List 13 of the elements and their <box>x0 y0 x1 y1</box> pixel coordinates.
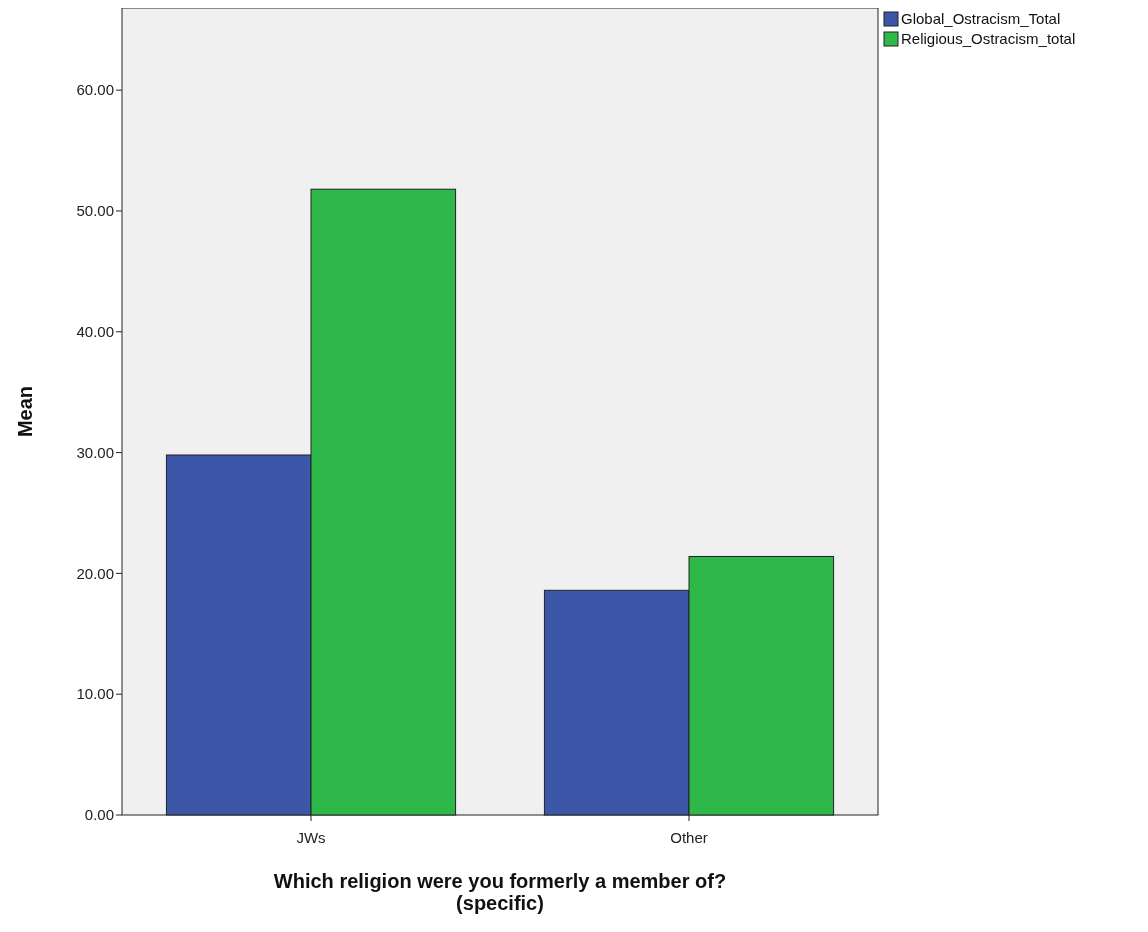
y-tick-label: 60.00 <box>76 81 114 99</box>
y-tick-label: 0.00 <box>84 806 114 824</box>
y-tick-label: 10.00 <box>76 685 114 703</box>
x-tick-label: JWs <box>296 829 326 846</box>
x-axis-title: Which religion were you formerly a member of? (specific) <box>273 870 727 914</box>
legend-label: Global_Ostracism_Total <box>901 10 1061 28</box>
x-tick-label: Other <box>670 829 708 846</box>
y-tick-label: 20.00 <box>76 564 114 582</box>
y-tick-label: 40.00 <box>76 323 114 341</box>
y-tick-label: 50.00 <box>76 202 114 220</box>
legend-label: Religious_Ostracism_total <box>901 30 1076 48</box>
y-tick-label: 30.00 <box>76 443 114 461</box>
y-axis-title: Mean <box>14 385 36 438</box>
